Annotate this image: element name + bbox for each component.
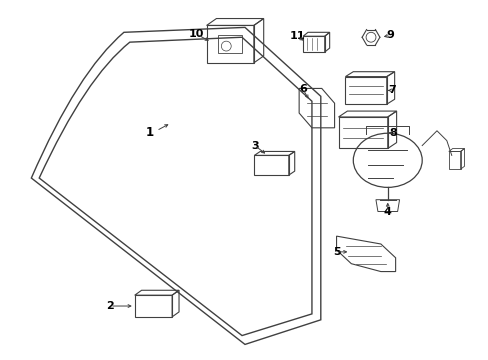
Text: 3: 3 (250, 140, 258, 150)
Bar (345, 77, 386, 104)
Text: 9: 9 (386, 30, 394, 40)
Bar (135, 295, 172, 317)
Text: 6: 6 (299, 84, 306, 94)
Text: 8: 8 (389, 128, 397, 138)
Text: 11: 11 (289, 31, 305, 41)
Bar (303, 36, 324, 52)
Text: 5: 5 (332, 247, 340, 257)
Bar (218, 35, 242, 54)
Bar (254, 156, 288, 175)
Text: 2: 2 (106, 301, 114, 311)
Bar (206, 26, 253, 63)
Text: 7: 7 (387, 85, 395, 95)
Bar (448, 152, 460, 169)
Text: 1: 1 (145, 126, 153, 139)
Bar (338, 117, 387, 148)
Text: 10: 10 (189, 29, 204, 39)
Text: 4: 4 (383, 207, 391, 216)
